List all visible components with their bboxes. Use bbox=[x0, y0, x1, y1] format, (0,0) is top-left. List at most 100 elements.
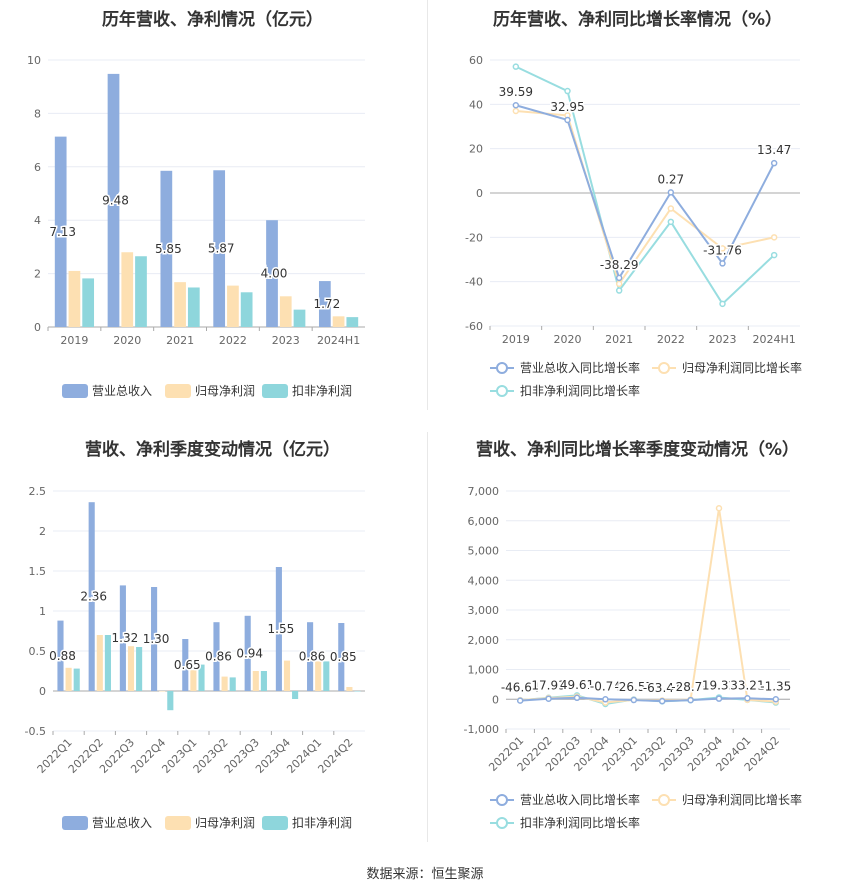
series-line bbox=[520, 696, 776, 703]
y-tick-label: 2 bbox=[34, 268, 41, 281]
legend-swatch bbox=[262, 384, 288, 398]
chart-title: 历年营收、净利情况（亿元） bbox=[102, 10, 323, 30]
bar-netprofit bbox=[279, 296, 292, 327]
bar-deducted bbox=[187, 287, 200, 327]
series-point bbox=[615, 280, 623, 288]
data-label: 0.65 bbox=[174, 658, 201, 672]
series-point bbox=[719, 300, 726, 308]
y-tick-label: 0 bbox=[39, 685, 46, 698]
legend-label: 归母净利润同比增长率 bbox=[682, 792, 802, 807]
bar-deducted bbox=[354, 691, 361, 692]
y-tick-label: 3,000 bbox=[468, 604, 500, 617]
y-tick-label: 6,000 bbox=[468, 515, 500, 528]
series-line bbox=[515, 65, 775, 306]
x-tick-label: 2019 bbox=[502, 333, 530, 346]
series-point bbox=[630, 696, 638, 704]
series-point bbox=[719, 260, 726, 267]
legend-label: 扣非净利润同比增长率 bbox=[520, 815, 640, 830]
series-point bbox=[615, 274, 623, 282]
x-tick-label: 2020 bbox=[113, 334, 141, 347]
y-tick-label: 2 bbox=[39, 525, 46, 538]
y-tick-label: 1,000 bbox=[468, 664, 500, 677]
y-tick-label: 0 bbox=[476, 187, 483, 200]
annual-revenue-profit-chart: 历年营收、净利情况（亿元） bbox=[0, 0, 425, 420]
x-tick-label: 2023 bbox=[272, 334, 300, 347]
legend-label: 扣非净利润 bbox=[292, 816, 352, 830]
bar-revenue bbox=[307, 622, 314, 691]
series-point bbox=[512, 63, 520, 70]
series-point bbox=[770, 159, 778, 167]
bar-revenue bbox=[160, 170, 173, 327]
legend-swatch bbox=[62, 816, 88, 830]
y-tick-label: 4 bbox=[34, 214, 41, 227]
series-point bbox=[715, 695, 723, 702]
y-tick-label: 8 bbox=[34, 107, 41, 120]
series-point bbox=[772, 696, 780, 703]
bar-revenue bbox=[338, 623, 345, 691]
data-label: -38.29 bbox=[600, 258, 639, 272]
legend-swatch-marker bbox=[496, 362, 508, 374]
data-label: -28.74 bbox=[671, 680, 710, 694]
data-label: 0.86 bbox=[205, 650, 232, 664]
legend-label: 营业总收入同比增长率 bbox=[520, 792, 640, 807]
y-tick-label: 2,000 bbox=[468, 634, 500, 647]
bar-deducted bbox=[346, 317, 359, 327]
data-label: -0.74 bbox=[590, 679, 621, 693]
legend-swatch-marker bbox=[496, 385, 508, 397]
legend-label: 营业总收入同比增长率 bbox=[520, 360, 640, 375]
bar-deducted bbox=[136, 647, 143, 691]
data-label: 7.13 bbox=[49, 225, 76, 239]
series-point bbox=[615, 287, 623, 294]
legend-swatch bbox=[165, 816, 191, 830]
data-label: 1.30 bbox=[143, 632, 170, 646]
data-label: 0.94 bbox=[236, 646, 263, 660]
y-tick-label: 1 bbox=[39, 605, 46, 618]
chart-annual: 0 2 4 6 8 10 2019 2020 2021 2022 2023 2024H1 7.13 9.4… bbox=[27, 54, 365, 398]
bar-deducted bbox=[135, 256, 147, 327]
y-tick-label: 10 bbox=[27, 54, 41, 67]
data-label: 9.48 bbox=[102, 193, 129, 207]
x-tick-label: 2024H1 bbox=[753, 333, 796, 346]
y-tick-label: 7,000 bbox=[468, 485, 500, 498]
series-point bbox=[687, 696, 694, 704]
legend-swatch-marker bbox=[496, 817, 508, 829]
data-label: 0.27 bbox=[657, 172, 684, 186]
y-tick-label: 6 bbox=[34, 161, 41, 174]
bar-deducted bbox=[104, 635, 111, 691]
series-point bbox=[770, 251, 778, 259]
bar-deducted bbox=[198, 664, 205, 691]
legend-swatch-marker bbox=[658, 362, 670, 374]
bar-revenue bbox=[266, 220, 278, 327]
data-label: 5.87 bbox=[208, 242, 235, 256]
bar-netprofit bbox=[68, 270, 81, 327]
bar-revenue bbox=[54, 136, 67, 327]
y-tick-label: -1,000 bbox=[464, 723, 499, 736]
chart-title: 营收、净利同比增长率季度变动情况（%） bbox=[475, 440, 800, 460]
data-label: 0.88 bbox=[49, 649, 76, 663]
chart-annual_growth: -60 -40 -20 0 20 40 60 2019 2020 2021 2022 2023 2024… bbox=[465, 54, 802, 398]
data-label: 1.72 bbox=[313, 297, 340, 311]
y-tick-label: -20 bbox=[465, 231, 483, 244]
annual-growth-rate-chart: 历年营收、净利同比增长率情况（%） bbox=[425, 0, 850, 420]
bar-revenue bbox=[151, 587, 158, 691]
bar-netprofit bbox=[221, 676, 228, 691]
series-point bbox=[719, 245, 726, 252]
y-tick-label: 1.5 bbox=[29, 565, 47, 578]
series-point bbox=[602, 696, 609, 703]
series-line bbox=[515, 104, 776, 281]
data-label: -31.76 bbox=[703, 243, 742, 257]
bar-revenue bbox=[213, 170, 226, 327]
data-label: 4.00 bbox=[261, 267, 288, 281]
bar-deducted bbox=[293, 309, 306, 327]
bar-deducted bbox=[292, 691, 299, 699]
legend-label: 归母净利润同比增长率 bbox=[682, 360, 802, 375]
legend-label: 归母净利润 bbox=[195, 384, 255, 398]
quarterly-revenue-profit-chart: 营收、净利季度变动情况（亿元） bbox=[0, 430, 425, 850]
x-tick-label: 2019 bbox=[60, 334, 88, 347]
series-point bbox=[667, 205, 675, 212]
y-tick-label: 0.5 bbox=[29, 645, 47, 658]
series-point bbox=[744, 695, 751, 702]
data-label: -1.35 bbox=[760, 679, 791, 693]
legend-label: 扣非净利润同比增长率 bbox=[520, 383, 640, 398]
bar-revenue bbox=[88, 502, 95, 691]
